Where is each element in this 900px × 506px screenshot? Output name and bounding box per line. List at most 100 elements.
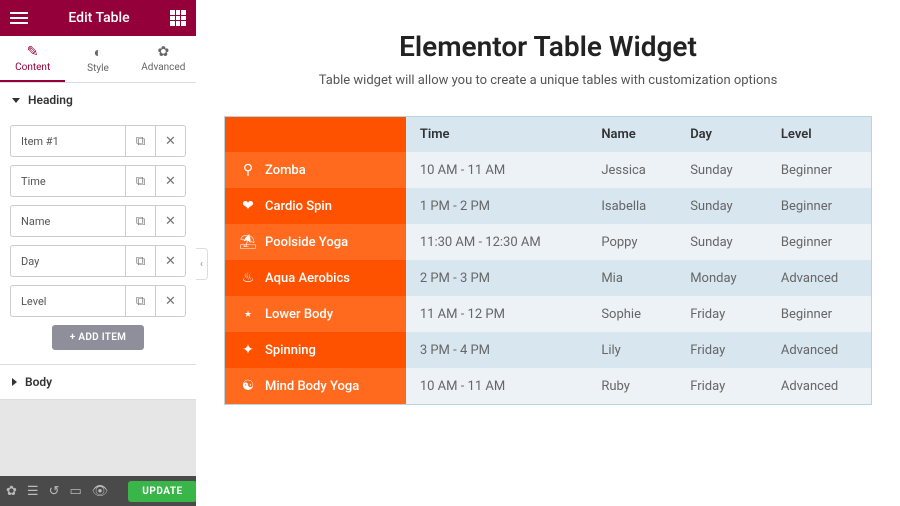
cell-level: Beginner	[767, 152, 872, 188]
widgets-grid-icon[interactable]	[170, 10, 186, 26]
sidebar-body: Heading Item #1⧉✕Time⧉✕Name⧉✕Day⧉✕Level⧉…	[0, 83, 196, 476]
activity-icon: ✦	[239, 342, 257, 358]
menu-icon[interactable]	[10, 12, 28, 24]
heading-item[interactable]: Level⧉✕	[10, 285, 186, 317]
col-header	[225, 117, 406, 153]
cell-name: Jessica	[587, 152, 676, 188]
tab-label: Advanced	[141, 62, 185, 73]
tab-label: Style	[87, 63, 109, 74]
cell-time: 11:30 AM - 12:30 AM	[406, 224, 588, 260]
cell-level: Advanced	[767, 332, 872, 368]
col-header: Day	[676, 117, 767, 153]
sidebar-tabs: ✎ Content ◐ Style ✿ Advanced	[0, 36, 196, 83]
section-body: Body	[0, 365, 196, 400]
responsive-icon[interactable]: ▭	[69, 484, 81, 499]
section-heading-header[interactable]: Heading	[0, 83, 196, 117]
duplicate-icon[interactable]: ⧉	[125, 206, 155, 236]
heading-item[interactable]: Day⧉✕	[10, 245, 186, 277]
heading-items: Item #1⧉✕Time⧉✕Name⧉✕Day⧉✕Level⧉✕+ ADD I…	[0, 117, 196, 364]
section-heading: Heading Item #1⧉✕Time⧉✕Name⧉✕Day⧉✕Level⧉…	[0, 83, 196, 365]
tab-label: Content	[15, 62, 50, 73]
cell-time: 1 PM - 2 PM	[406, 188, 588, 224]
col-header: Level	[767, 117, 872, 153]
page-title: Elementor Table Widget	[224, 30, 872, 63]
heading-item-label: Time	[11, 175, 125, 188]
table-row: ♨Aqua Aerobics2 PM - 3 PMMiaMondayAdvanc…	[225, 260, 872, 296]
activity-icon: ⛱	[239, 234, 257, 250]
col-header: Name	[587, 117, 676, 153]
cell-day: Friday	[676, 332, 767, 368]
advanced-tab-icon: ✿	[131, 44, 196, 60]
add-item-button[interactable]: + ADD ITEM	[52, 325, 144, 350]
heading-item-label: Level	[11, 295, 125, 308]
content-tab-icon: ✎	[0, 44, 65, 60]
cell-name: Poppy	[587, 224, 676, 260]
close-icon[interactable]: ✕	[155, 206, 185, 236]
settings-icon[interactable]: ✿	[6, 484, 17, 499]
cell-level: Advanced	[767, 368, 872, 405]
activity-icon: ☯	[239, 378, 257, 394]
sidebar-header: Edit Table	[0, 0, 196, 36]
heading-item[interactable]: Item #1⧉✕	[10, 125, 186, 157]
cell-activity: ⚲Zomba	[225, 152, 406, 188]
close-icon[interactable]: ✕	[155, 246, 185, 276]
update-button[interactable]: UPDATE	[128, 481, 196, 502]
cell-level: Beginner	[767, 188, 872, 224]
tab-advanced[interactable]: ✿ Advanced	[131, 36, 196, 82]
cell-activity: ⛱Poolside Yoga	[225, 224, 406, 260]
navigator-icon[interactable]: ☰	[27, 484, 39, 499]
table-row: ⭑Lower Body11 AM - 12 PMSophieFridayBegi…	[225, 296, 872, 332]
cell-name: Ruby	[587, 368, 676, 405]
cell-time: 3 PM - 4 PM	[406, 332, 588, 368]
cell-day: Sunday	[676, 188, 767, 224]
cell-day: Sunday	[676, 152, 767, 188]
duplicate-icon[interactable]: ⧉	[125, 246, 155, 276]
chevron-right-icon	[12, 378, 17, 386]
close-icon[interactable]: ✕	[155, 126, 185, 156]
heading-item[interactable]: Name⧉✕	[10, 205, 186, 237]
duplicate-icon[interactable]: ⧉	[125, 166, 155, 196]
preview-canvas: Elementor Table Widget Table widget will…	[196, 0, 900, 506]
close-icon[interactable]: ✕	[155, 286, 185, 316]
chevron-down-icon	[12, 98, 20, 103]
table-row: ❤Cardio Spin1 PM - 2 PMIsabellaSundayBeg…	[225, 188, 872, 224]
col-header: Time	[406, 117, 588, 153]
history-icon[interactable]: ↺	[49, 484, 60, 499]
cell-time: 10 AM - 11 AM	[406, 368, 588, 405]
heading-item-label: Item #1	[11, 135, 125, 148]
cell-level: Advanced	[767, 260, 872, 296]
cell-level: Beginner	[767, 224, 872, 260]
activity-icon: ⭑	[239, 306, 257, 322]
cell-activity: ☯Mind Body Yoga	[225, 368, 406, 405]
collapse-sidebar-handle[interactable]: ‹	[196, 248, 208, 280]
section-body-title: Body	[25, 375, 52, 389]
cell-level: Beginner	[767, 296, 872, 332]
sidebar-footer: ✿ ☰ ↺ ▭ 👁 UPDATE ▲	[0, 476, 196, 506]
cell-activity: ♨Aqua Aerobics	[225, 260, 406, 296]
tab-style[interactable]: ◐ Style	[65, 36, 130, 82]
table-row: ⛱Poolside Yoga11:30 AM - 12:30 AMPoppySu…	[225, 224, 872, 260]
sidebar-title: Edit Table	[28, 10, 170, 26]
duplicate-icon[interactable]: ⧉	[125, 126, 155, 156]
table-row: ✦Spinning3 PM - 4 PMLilyFridayAdvanced	[225, 332, 872, 368]
cell-day: Sunday	[676, 224, 767, 260]
section-body-header[interactable]: Body	[0, 365, 196, 399]
schedule-table: TimeNameDayLevel ⚲Zomba10 AM - 11 AMJess…	[224, 116, 872, 405]
cell-name: Sophie	[587, 296, 676, 332]
heading-item[interactable]: Time⧉✕	[10, 165, 186, 197]
page-subtitle: Table widget will allow you to create a …	[224, 73, 872, 88]
tab-content[interactable]: ✎ Content	[0, 36, 65, 82]
close-icon[interactable]: ✕	[155, 166, 185, 196]
cell-day: Friday	[676, 296, 767, 332]
activity-icon: ⚲	[239, 162, 257, 178]
table-row: ☯Mind Body Yoga10 AM - 11 AMRubyFridayAd…	[225, 368, 872, 405]
cell-day: Monday	[676, 260, 767, 296]
duplicate-icon[interactable]: ⧉	[125, 286, 155, 316]
cell-time: 10 AM - 11 AM	[406, 152, 588, 188]
heading-item-label: Name	[11, 215, 125, 228]
style-tab-icon: ◐	[65, 44, 130, 61]
cell-time: 2 PM - 3 PM	[406, 260, 588, 296]
cell-time: 11 AM - 12 PM	[406, 296, 588, 332]
editor-sidebar: Edit Table ✎ Content ◐ Style ✿ Advanced Headi…	[0, 0, 196, 506]
preview-icon[interactable]: 👁	[92, 484, 109, 499]
